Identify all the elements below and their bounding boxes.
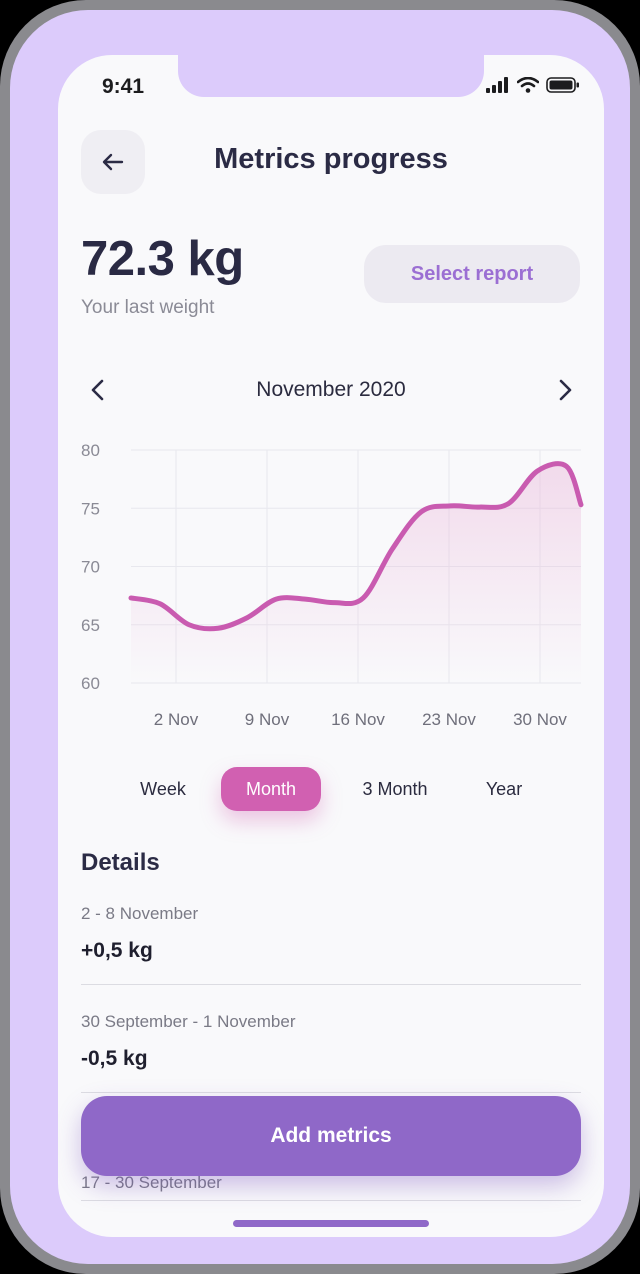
detail-range: 30 September - 1 November <box>81 1012 296 1031</box>
chevron-left-icon <box>91 379 104 401</box>
range-month-tab[interactable]: Month <box>221 767 321 811</box>
next-month-button[interactable] <box>555 377 575 408</box>
phone-bezel: 9:41 <box>10 10 630 1264</box>
detail-range: 17 - 30 September <box>81 1173 222 1192</box>
y-tick-label: 75 <box>81 499 100 518</box>
add-metrics-button[interactable]: Add metrics <box>81 1096 581 1176</box>
x-tick-label: 2 Nov <box>154 710 199 729</box>
wifi-icon <box>517 77 539 93</box>
range-selector: Week Month 3 Month Year <box>118 767 558 811</box>
notch <box>178 55 484 97</box>
range-week-tab[interactable]: Week <box>140 779 186 799</box>
detail-range: 2 - 8 November <box>81 904 199 923</box>
weight-line <box>128 461 584 632</box>
arrow-left-icon <box>102 153 124 171</box>
last-weight-value: 72.3 kg <box>81 232 244 286</box>
status-time: 9:41 <box>102 75 145 98</box>
back-button[interactable] <box>81 130 145 194</box>
detail-value: -0,5 kg <box>81 1047 148 1070</box>
y-tick-label: 70 <box>81 558 100 577</box>
signal-icon <box>486 77 508 93</box>
weight-area <box>131 463 581 683</box>
range-3-month-tab[interactable]: 3 Month <box>362 779 428 799</box>
app-screen: 9:41 <box>58 55 604 1237</box>
y-tick-label: 60 <box>81 674 100 693</box>
x-tick-label: 16 Nov <box>331 710 385 729</box>
range-year-tab[interactable]: Year <box>485 779 523 799</box>
y-tick-label: 65 <box>81 616 100 635</box>
weight-chart: 80 75 70 65 60 2 Nov 9 Nov 16 Nov 23 Nov 30 Nov <box>81 441 584 729</box>
detail-row[interactable]: 30 September - 1 November -0,5 kg <box>81 1012 581 1093</box>
status-icons <box>486 77 580 93</box>
x-tick-label: 23 Nov <box>422 710 476 729</box>
select-report-button[interactable]: Select report <box>364 245 580 303</box>
page-title: Metrics progress <box>214 143 448 175</box>
x-tick-label: 30 Nov <box>513 710 567 729</box>
x-tick-label: 9 Nov <box>245 710 290 729</box>
detail-row[interactable]: 2 - 8 November +0,5 kg <box>81 904 581 985</box>
home-indicator <box>233 1220 429 1227</box>
detail-value: +0,5 kg <box>81 939 153 962</box>
y-tick-label: 80 <box>81 441 100 460</box>
previous-month-button[interactable] <box>88 377 108 408</box>
chevron-right-icon <box>559 379 572 401</box>
battery-icon <box>546 77 579 93</box>
last-weight-label: Your last weight <box>81 297 215 318</box>
details-title: Details <box>81 849 160 876</box>
month-label: November 2020 <box>256 378 406 401</box>
